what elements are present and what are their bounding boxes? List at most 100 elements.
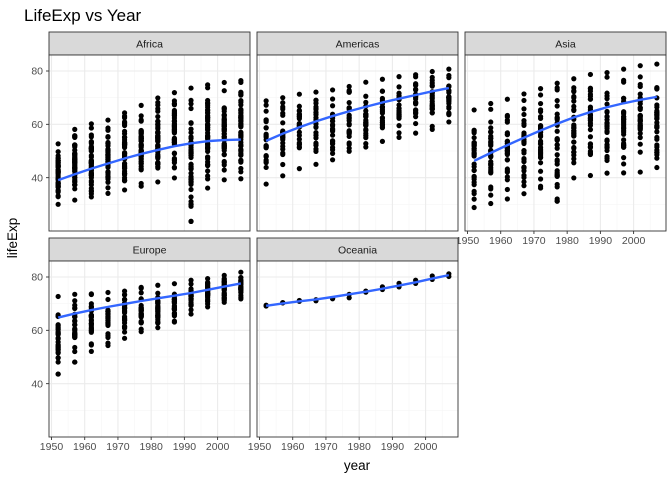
- data-point: [263, 160, 269, 166]
- data-point: [105, 309, 111, 315]
- data-point: [88, 318, 94, 324]
- data-point: [637, 105, 643, 111]
- data-point: [488, 129, 494, 135]
- data-point: [238, 90, 244, 96]
- x-tick-label: 1990: [589, 235, 613, 247]
- data-point: [396, 105, 402, 112]
- data-point: [205, 282, 211, 289]
- data-point: [72, 326, 78, 333]
- data-point: [488, 165, 494, 171]
- data-point: [413, 74, 419, 80]
- data-point: [205, 176, 211, 182]
- data-point: [55, 359, 61, 365]
- data-point: [280, 173, 286, 179]
- data-point: [171, 318, 178, 324]
- data-point: [55, 322, 61, 328]
- data-point: [296, 166, 302, 172]
- data-point: [571, 93, 577, 100]
- data-point: [471, 167, 477, 173]
- data-point: [72, 344, 78, 351]
- data-point: [537, 92, 544, 98]
- data-point: [621, 66, 627, 72]
- data-point: [313, 115, 319, 121]
- data-point: [488, 161, 494, 167]
- data-point: [263, 131, 269, 137]
- data-point: [429, 102, 435, 108]
- data-point: [537, 109, 544, 115]
- data-point: [521, 159, 527, 165]
- data-point: [604, 101, 610, 107]
- data-point: [171, 111, 178, 118]
- y-tick-label: 80: [31, 272, 43, 284]
- data-point: [55, 193, 61, 199]
- data-point: [521, 106, 527, 112]
- data-point: [205, 296, 211, 303]
- data-point: [221, 290, 227, 297]
- data-point: [587, 112, 594, 119]
- data-point: [313, 130, 319, 136]
- data-point: [554, 115, 560, 121]
- data-point: [171, 150, 178, 156]
- data-point: [429, 123, 435, 129]
- data-point: [471, 191, 477, 197]
- panel-bg-africa: [49, 55, 250, 231]
- data-point: [587, 71, 594, 78]
- data-point: [413, 120, 419, 127]
- data-point: [155, 114, 161, 120]
- data-point: [72, 314, 78, 320]
- data-point: [238, 159, 244, 165]
- data-point: [205, 114, 211, 120]
- data-point: [488, 125, 494, 131]
- data-point: [429, 106, 435, 112]
- data-point: [138, 307, 144, 313]
- data-point: [429, 110, 435, 116]
- data-point: [504, 112, 510, 119]
- data-point: [396, 130, 402, 136]
- data-point: [604, 121, 610, 127]
- x-tick-label: 1950: [248, 441, 272, 453]
- data-point: [521, 174, 527, 181]
- x-tick-label: 1980: [555, 235, 579, 247]
- data-point: [221, 295, 227, 301]
- data-point: [554, 181, 560, 188]
- data-point: [205, 154, 211, 160]
- data-point: [188, 170, 194, 176]
- data-point: [121, 142, 128, 148]
- data-point: [171, 158, 178, 164]
- data-point: [88, 291, 94, 298]
- data-point: [363, 135, 369, 141]
- data-point: [571, 175, 577, 181]
- facet-panel-oceania: Oceania 1950 1960 1970 1980 1990 2000: [248, 237, 459, 453]
- x-tick-label: 2000: [414, 441, 438, 453]
- data-point: [637, 83, 643, 90]
- panel-bg-oceania: [257, 261, 458, 437]
- y-tick-label: 40: [31, 378, 43, 390]
- x-tick-label: 1980: [139, 441, 163, 453]
- data-point: [504, 138, 510, 144]
- data-point: [171, 310, 178, 316]
- data-point: [537, 115, 544, 122]
- data-point: [121, 134, 128, 140]
- data-point: [521, 117, 527, 124]
- data-point: [446, 100, 452, 106]
- data-point: [263, 164, 269, 171]
- data-point: [446, 72, 452, 79]
- data-point: [363, 141, 369, 147]
- data-point: [121, 120, 128, 126]
- data-point: [138, 285, 144, 291]
- data-point: [155, 165, 161, 171]
- data-point: [446, 66, 452, 72]
- data-point: [604, 74, 610, 80]
- data-point: [488, 100, 494, 107]
- data-point: [55, 181, 61, 188]
- data-point: [188, 281, 194, 287]
- data-point: [171, 281, 178, 287]
- data-point: [171, 305, 178, 311]
- data-point: [205, 292, 211, 298]
- data-point: [105, 125, 111, 131]
- data-point: [55, 347, 61, 353]
- panel-bg-asia: [465, 55, 666, 231]
- data-point: [280, 106, 286, 112]
- data-point: [263, 125, 269, 131]
- data-point: [446, 119, 452, 125]
